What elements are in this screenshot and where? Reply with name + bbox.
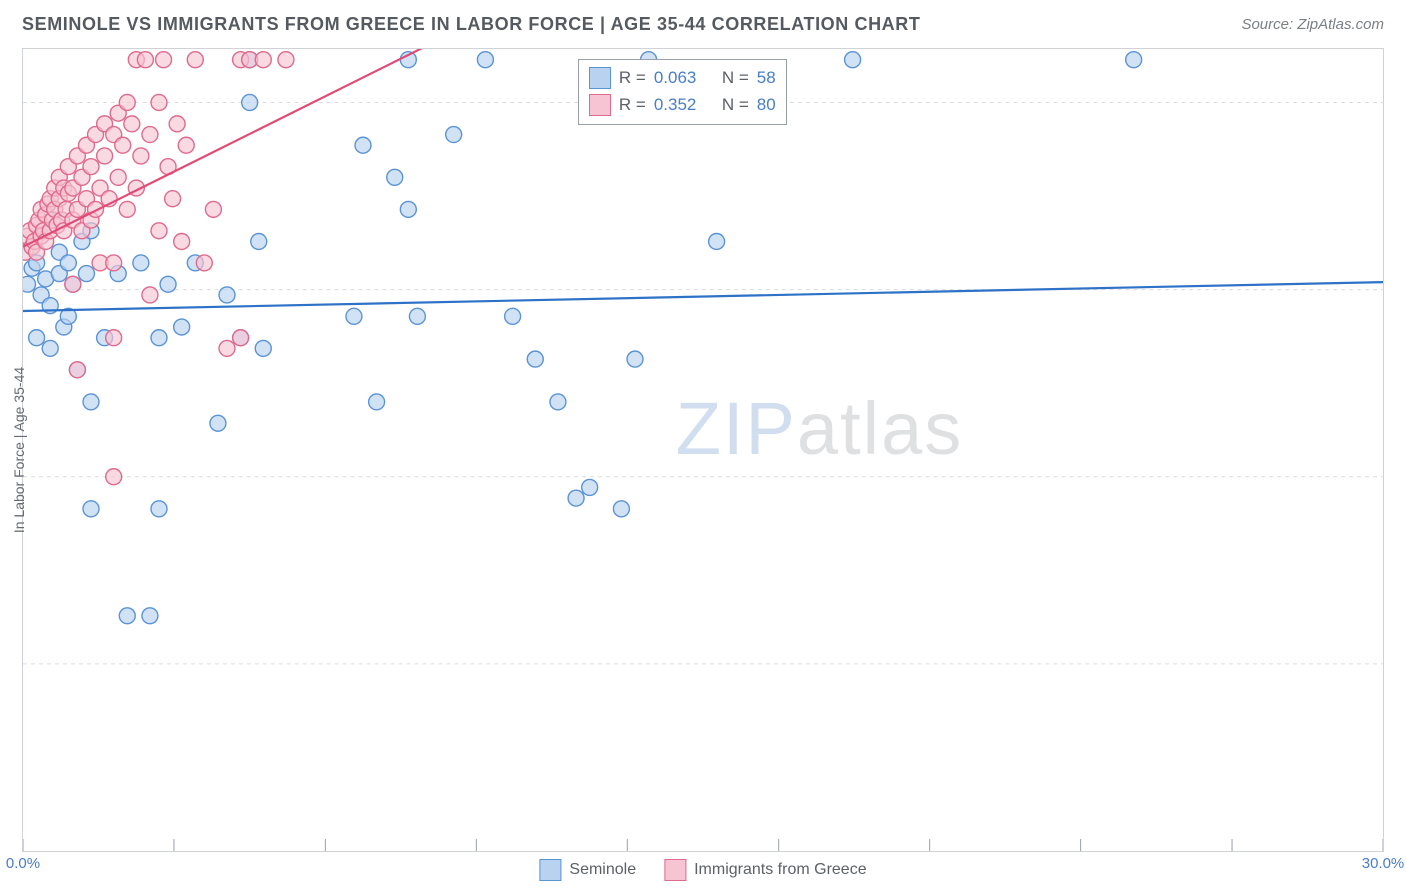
legend-item: Immigrants from Greece [664, 859, 866, 881]
stats-row: R = 0.063 N = 58 [589, 64, 776, 91]
series-swatch [589, 94, 611, 116]
y-axis-labels: 47.5%65.0%82.5%100.0% [1387, 49, 1406, 851]
r-value: 0.063 [654, 64, 697, 91]
x-tick-label: 0.0% [6, 855, 40, 872]
r-value: 0.352 [654, 91, 697, 118]
source-attribution: Source: ZipAtlas.com [1241, 16, 1384, 33]
n-label: N = [722, 91, 749, 118]
series-swatch [664, 859, 686, 881]
legend-label: Immigrants from Greece [694, 861, 866, 879]
scatter-plot [23, 49, 1383, 851]
chart-area: In Labor Force | Age 35-44 0.0%30.0% 47.… [22, 48, 1384, 852]
r-label: R = [619, 91, 646, 118]
n-label: N = [722, 64, 749, 91]
series-swatch [589, 67, 611, 89]
stats-row: R = 0.352 N = 80 [589, 91, 776, 118]
series-swatch [539, 859, 561, 881]
r-label: R = [619, 64, 646, 91]
chart-title: SEMINOLE VS IMMIGRANTS FROM GREECE IN LA… [22, 14, 920, 35]
legend-label: Seminole [569, 861, 636, 879]
n-value: 80 [757, 91, 776, 118]
x-tick-label: 30.0% [1362, 855, 1405, 872]
stats-legend-box: R = 0.063 N = 58R = 0.352 N = 80 [578, 59, 787, 125]
n-value: 58 [757, 64, 776, 91]
bottom-legend: Seminole Immigrants from Greece [539, 859, 866, 881]
legend-item: Seminole [539, 859, 636, 881]
